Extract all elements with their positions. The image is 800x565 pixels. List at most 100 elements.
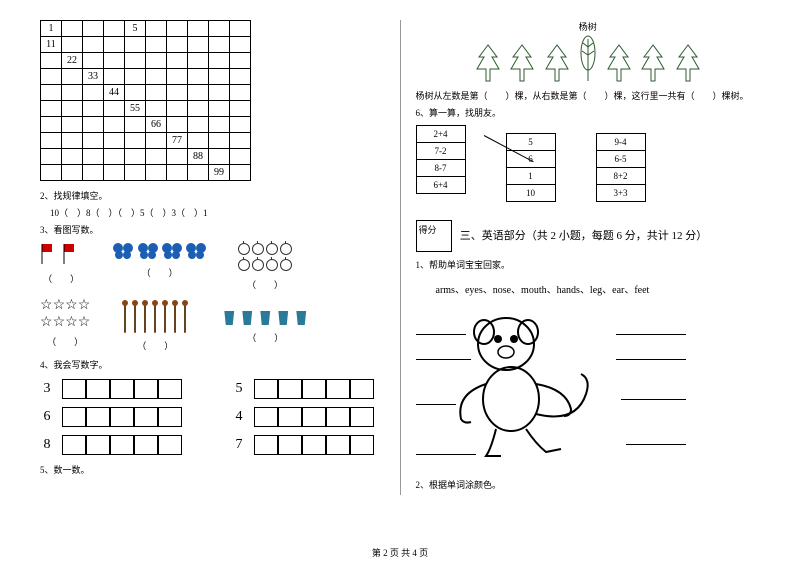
grid-cell: [104, 133, 125, 149]
write-box: [350, 407, 374, 427]
star-icon: ☆: [78, 314, 91, 331]
apple-icon: [280, 259, 292, 271]
grid-cell: [83, 53, 104, 69]
label-line: [626, 444, 686, 445]
grid-cell: [146, 69, 167, 85]
write-box: [110, 379, 134, 399]
write-box: [62, 407, 86, 427]
grid-cell: [167, 37, 188, 53]
cups-group: （ ）: [220, 297, 310, 352]
write-box: [110, 407, 134, 427]
grid-cell: [188, 37, 209, 53]
grid-cell: [62, 21, 83, 37]
section-3-header: 得分 三、英语部分（共 2 小题，每题 6 分，共计 12 分）: [416, 220, 761, 252]
write-box: [134, 379, 158, 399]
write-number: 4: [232, 409, 246, 425]
write-box: [134, 407, 158, 427]
q2-pattern: 10（ ）8（ ）（ ）5（ ）3（ ）1: [40, 206, 385, 219]
stick-icon: [154, 303, 156, 333]
write-number: 8: [40, 437, 54, 453]
write-box: [326, 407, 350, 427]
write-box: [254, 435, 278, 455]
stick-icon: [174, 303, 176, 333]
grid-cell: [104, 117, 125, 133]
grid-cell: [230, 53, 251, 69]
grid-cell: [41, 53, 62, 69]
write-box: [326, 379, 350, 399]
grid-cell: [209, 53, 230, 69]
q2-label: 2、找规律填空。: [40, 189, 385, 202]
grid-cell: [62, 69, 83, 85]
grid-cell: [209, 133, 230, 149]
grid-cell: [104, 165, 125, 181]
apples-group: （ ）: [237, 242, 293, 291]
friend-box: 2+4: [416, 125, 466, 143]
butterfly-icon: [137, 242, 159, 260]
paren: （ ）: [237, 278, 293, 291]
grid-cell: [41, 149, 62, 165]
grid-cell: [62, 37, 83, 53]
grid-cell: 44: [104, 85, 125, 101]
grid-cell: [146, 21, 167, 37]
grid-cell: [167, 21, 188, 37]
grid-cell: [209, 149, 230, 165]
write-box: [302, 407, 326, 427]
grid-cell: [83, 37, 104, 53]
flag-icon: [62, 242, 80, 268]
friend-box: 9-4: [596, 133, 646, 151]
grid-cell: [188, 165, 209, 181]
label-line: [416, 334, 466, 335]
grid-cell: [209, 37, 230, 53]
friend-box: 7-2: [416, 142, 466, 160]
pine-tree-icon: [640, 43, 666, 85]
grid-cell: [209, 69, 230, 85]
grid-cell: [41, 69, 62, 85]
grid-cell: [230, 165, 251, 181]
grid-cell: [167, 117, 188, 133]
write-box: [326, 435, 350, 455]
write-box: [254, 407, 278, 427]
grid-cell: [146, 133, 167, 149]
write-box: [86, 435, 110, 455]
q3-row2: ☆☆☆☆ ☆☆☆☆ （ ） （ ） （ ）: [40, 297, 385, 352]
friend-box: 1: [506, 167, 556, 185]
grid-cell: [188, 53, 209, 69]
right-column: 杨树 杨树从左数是第（ ）棵，从右数是第（ ）棵，这行里一共有（ ）棵树。 6、…: [401, 20, 761, 495]
page-footer: 第 2 页 共 4 页: [0, 546, 800, 559]
label-line: [416, 454, 476, 455]
grid-cell: [62, 101, 83, 117]
poplar-label: 杨树: [416, 20, 761, 33]
paren: （ ）: [112, 266, 207, 279]
monkey-icon: [436, 304, 616, 464]
write-box: [302, 435, 326, 455]
stick-icon: [134, 303, 136, 333]
pine-tree-icon: [475, 43, 501, 85]
grid-cell: [62, 85, 83, 101]
stick-icon: [124, 303, 126, 333]
star-icon: ☆: [53, 297, 66, 314]
poplar-tree-icon: [578, 35, 598, 85]
grid-cell: [167, 85, 188, 101]
stick-icon: [164, 303, 166, 333]
grid-cell: [167, 101, 188, 117]
grid-cell: [167, 69, 188, 85]
write-box: [110, 435, 134, 455]
write-number: 6: [40, 409, 54, 425]
grid-cell: [209, 21, 230, 37]
write-box: [62, 435, 86, 455]
grid-cell: [146, 85, 167, 101]
write-box: [134, 435, 158, 455]
star-icon: ☆: [65, 314, 78, 331]
grid-cell: [230, 101, 251, 117]
grid-cell: [83, 21, 104, 37]
grid-cell: 22: [62, 53, 83, 69]
grid-cell: 55: [125, 101, 146, 117]
grid-cell: [104, 37, 125, 53]
grid-cell: 99: [209, 165, 230, 181]
grid-cell: [188, 21, 209, 37]
friend-col-2: 56110: [506, 133, 556, 202]
friend-box: 10: [506, 184, 556, 202]
grid-cell: [188, 117, 209, 133]
write-box: [278, 435, 302, 455]
monkey-diagram: [416, 304, 736, 474]
